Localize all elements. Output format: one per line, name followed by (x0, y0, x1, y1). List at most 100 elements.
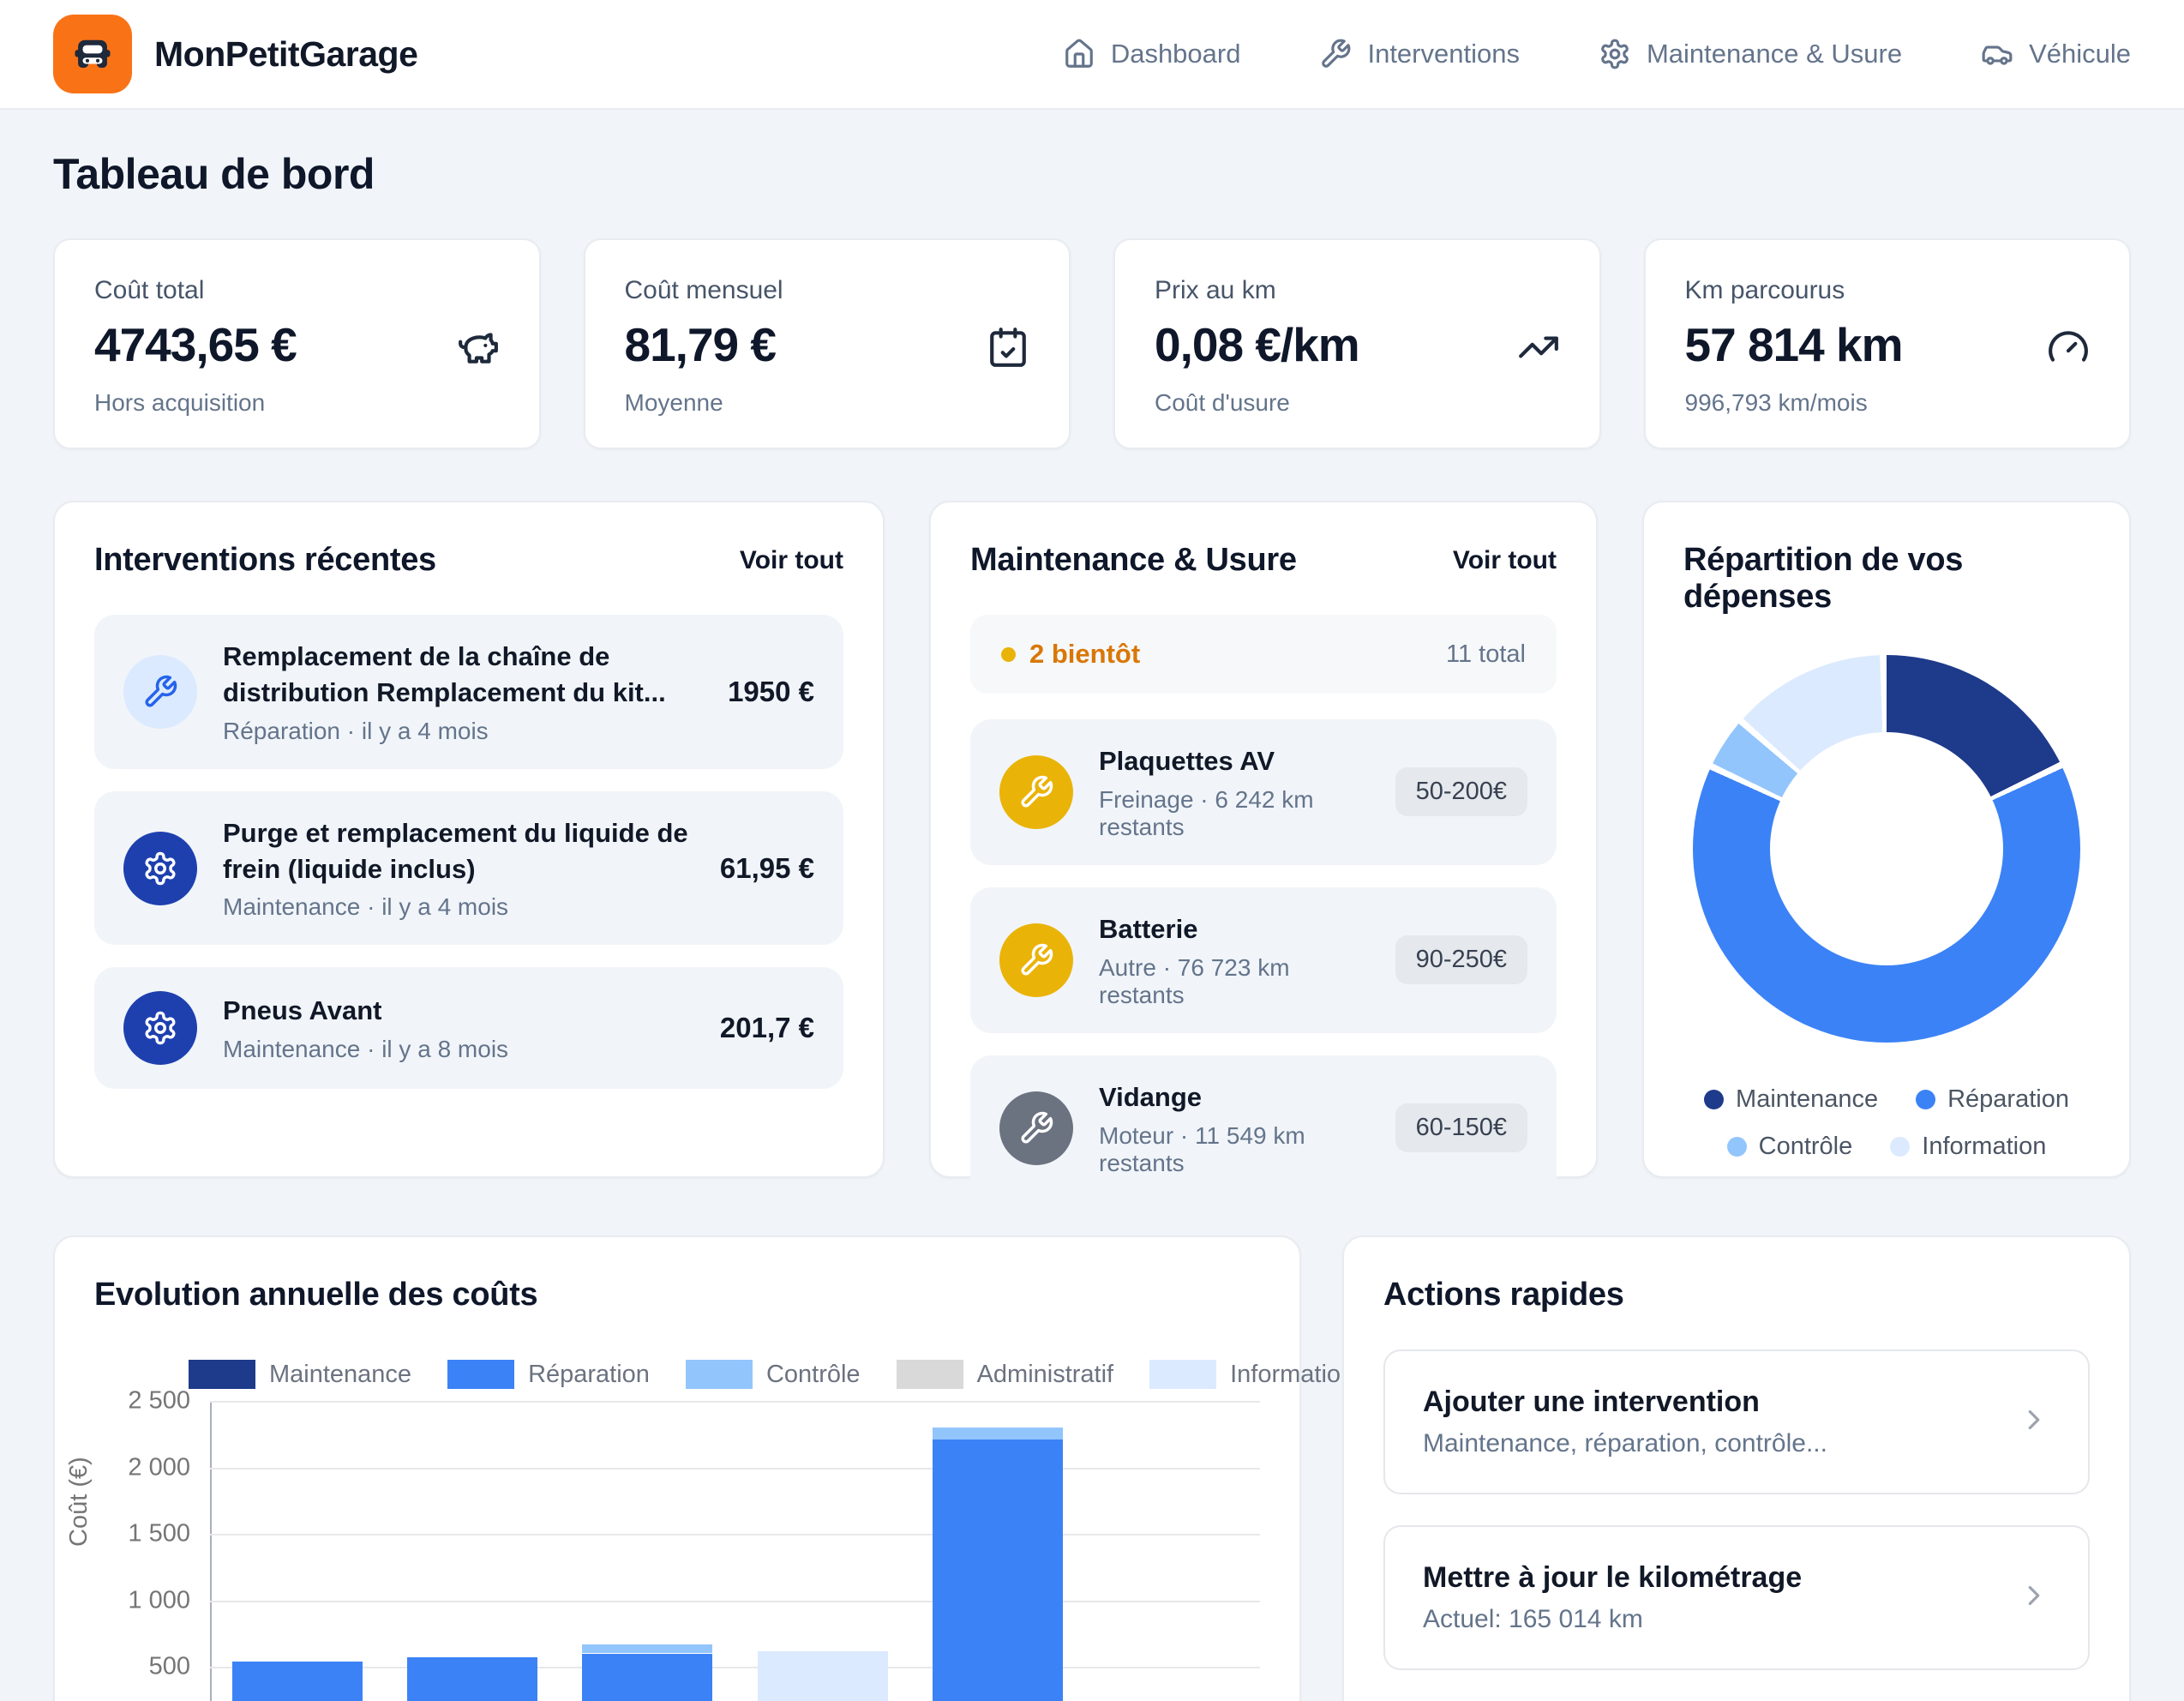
interventions-title: Interventions récentes (94, 542, 436, 578)
wrench-icon (999, 754, 1073, 829)
home-icon (1063, 38, 1095, 70)
legend-item: Information (1149, 1360, 1354, 1389)
gridline (210, 1600, 1260, 1602)
cost-evolution-chart: Coût (€) 2 500 2 000 1 500 1 000 500 (65, 1387, 1260, 1701)
y-axis-title: Coût (€) (65, 1457, 93, 1547)
maintenance-wear-card: Maintenance & Usure Voir tout 2 bientôt … (929, 501, 1598, 1201)
nav-item[interactable]: Interventions (1319, 38, 1520, 70)
chevron-right-icon (2018, 1403, 2050, 1440)
status-soon: 2 bientôt (1001, 639, 1140, 670)
legend-item: Maintenance (1704, 1085, 1878, 1114)
piggy-bank-icon (457, 326, 500, 373)
y-tick-label: 1 500 (128, 1519, 190, 1548)
app-logo-car-icon (53, 15, 132, 93)
page-title: Tableau de bord (53, 150, 375, 198)
action-body: Ajouter une intervention Maintenance, ré… (1423, 1385, 1827, 1458)
card-header: Interventions récentes Voir tout (94, 542, 843, 579)
evolution-legend: Maintenance Réparation Contrôle Administ… (189, 1360, 1354, 1389)
gridline (210, 1401, 1260, 1403)
intervention-list-item[interactable]: Purge et remplacement du liquide de frei… (94, 790, 843, 946)
bar-segment-contrôle (932, 1428, 1063, 1440)
intervention-meta: Maintenance · il y a 8 mois (223, 1036, 509, 1063)
legend-label: Maintenance (1736, 1085, 1879, 1113)
middle-row: Interventions récentes Voir tout Remplac… (53, 501, 2131, 1201)
legend-item: Maintenance (189, 1360, 411, 1389)
intervention-meta: Maintenance · il y a 4 mois (223, 893, 509, 921)
wear-list-item[interactable]: Vidange Moteur · 11 549 km restants 60-1… (970, 1055, 1557, 1201)
bar-segment-réparation (407, 1657, 538, 1701)
legend-swatch-icon (685, 1360, 753, 1389)
intervention-list-item[interactable]: Pneus Avant Maintenance · il y a 8 mois … (94, 967, 843, 1090)
wear-part-title: Vidange (1099, 1081, 1203, 1112)
gear-icon (1599, 38, 1631, 70)
stat-subtext: Coût d'usure (1155, 389, 1290, 416)
actions-list: Ajouter une intervention Maintenance, ré… (1383, 1349, 2090, 1701)
quick-action-item[interactable]: Ajouter une intervention Maintenance, ré… (1383, 1349, 2090, 1494)
legend-label: Information (1922, 1133, 2047, 1160)
actions-title: Actions rapides (1383, 1277, 1624, 1313)
legend-label: Administratif (976, 1360, 1114, 1388)
stat-label: Km parcourus (1684, 276, 1845, 304)
nav-item[interactable]: Maintenance & Usure (1599, 38, 1902, 70)
wrench-icon (999, 1091, 1073, 1165)
logo-car-icon (75, 39, 111, 68)
y-tick-label: 2 500 (128, 1386, 190, 1415)
wear-body: Vidange Moteur · 11 549 km restants (1099, 1079, 1370, 1177)
gridline (210, 1534, 1260, 1536)
legend-swatch-icon (896, 1360, 963, 1389)
y-axis-line (210, 1401, 212, 1701)
top-bar: MonPetitGarage Dashboard Interventions M… (0, 0, 2184, 110)
intervention-price: 61,95 € (719, 851, 814, 884)
legend-item: Contrôle (1726, 1133, 1852, 1161)
stat-card: Coût mensuel 81,79 € Moyenne (583, 238, 1071, 449)
legend-dot-icon (1916, 1090, 1936, 1109)
legend-label: Réparation (1947, 1085, 2069, 1113)
legend-dot-icon (1704, 1090, 1725, 1109)
brand[interactable]: MonPetitGarage (53, 15, 418, 93)
action-subtext: Maintenance, réparation, contrôle... (1423, 1429, 1827, 1458)
car-icon (1981, 38, 2013, 70)
gauge-icon (2047, 326, 2090, 373)
wear-part-meta: Moteur · 11 549 km restants (1099, 1121, 1305, 1176)
stat-value: 0,08 €/km (1155, 318, 1360, 371)
maintenance-title: Maintenance & Usure (970, 542, 1297, 578)
card-header: Maintenance & Usure Voir tout (970, 542, 1557, 579)
nav-item[interactable]: Véhicule (1981, 38, 2131, 70)
calendar-check-icon (987, 326, 1029, 373)
main-content: Tableau de bord Coût total 4743,65 € Hor… (0, 149, 2184, 1701)
wrench-icon (999, 923, 1073, 997)
stat-subtext: Moyenne (624, 389, 723, 416)
legend-swatch-icon (1149, 1360, 1217, 1389)
main-nav: Dashboard Interventions Maintenance & Us… (1063, 38, 2131, 70)
cost-evolution-card: Evolution annuelle des coûts Maintenance… (53, 1235, 1354, 1701)
trending-up-icon (1517, 326, 1560, 373)
amber-status-dot-icon (1001, 646, 1016, 662)
legend-item: Administratif (896, 1360, 1114, 1389)
nav-item-label: Véhicule (2029, 39, 2131, 69)
quick-action-item[interactable]: Mettre à jour le kilométrage Actuel: 165… (1383, 1525, 2090, 1670)
action-title: Mettre à jour le kilométrage (1423, 1561, 1803, 1594)
intervention-list-item[interactable]: Remplacement de la chaîne de distributio… (94, 615, 843, 769)
bar-segment-réparation (582, 1653, 713, 1701)
gear-icon (123, 831, 197, 905)
gridline (210, 1667, 1260, 1668)
nav-item-label: Maintenance & Usure (1646, 39, 1903, 69)
maintenance-see-all-link[interactable]: Voir tout (1452, 545, 1557, 574)
legend-label: Maintenance (269, 1360, 412, 1388)
y-tick-label: 500 (148, 1652, 190, 1680)
wear-list-item[interactable]: Batterie Autre · 76 723 km restants 90-2… (970, 887, 1557, 1033)
chevron-right-icon (2018, 1579, 2050, 1616)
stat-value: 4743,65 € (94, 318, 297, 371)
interventions-list: Remplacement de la chaîne de distributio… (94, 615, 843, 1090)
wear-list-item[interactable]: Plaquettes AV Freinage · 6 242 km restan… (970, 719, 1557, 865)
interventions-see-all-link[interactable]: Voir tout (739, 545, 843, 574)
nav-item[interactable]: Dashboard (1063, 38, 1240, 70)
legend-label: Contrôle (765, 1360, 861, 1388)
legend-dot-icon (1890, 1137, 1911, 1157)
expenses-donut-chart (1693, 655, 2080, 1043)
stats-row: Coût total 4743,65 € Hors acquisition Co… (53, 238, 2131, 449)
legend-swatch-icon (189, 1360, 255, 1389)
legend-label: Réparation (528, 1360, 650, 1388)
expenses-card: Répartition de vos dépenses Maintenance … (1642, 501, 2131, 1178)
